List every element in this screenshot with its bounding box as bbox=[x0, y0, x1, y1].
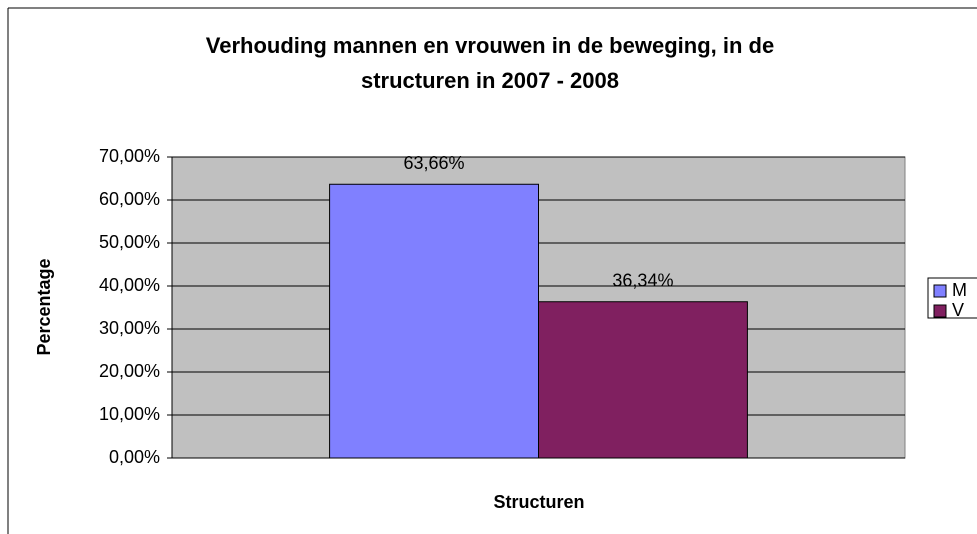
y-tick-label: 30,00% bbox=[99, 318, 160, 338]
bar bbox=[329, 183, 539, 459]
legend-label: M bbox=[952, 280, 967, 300]
legend-swatch bbox=[933, 284, 947, 298]
chart-title: structuren in 2007 - 2008 bbox=[361, 68, 619, 93]
y-tick-label: 70,00% bbox=[99, 146, 160, 166]
y-tick-label: 50,00% bbox=[99, 232, 160, 252]
legend-swatch bbox=[933, 304, 947, 318]
y-axis-label: Percentage bbox=[34, 258, 54, 355]
legend-label: V bbox=[952, 300, 964, 320]
y-tick-label: 60,00% bbox=[99, 189, 160, 209]
chart-title: Verhouding mannen en vrouwen in de beweg… bbox=[206, 33, 774, 58]
data-label: 63,66% bbox=[404, 153, 465, 173]
y-tick-label: 40,00% bbox=[99, 275, 160, 295]
y-tick-label: 0,00% bbox=[109, 447, 160, 467]
x-axis-label: Structuren bbox=[493, 492, 584, 512]
data-label: 36,34% bbox=[612, 270, 673, 290]
bar bbox=[538, 301, 748, 459]
y-tick-label: 10,00% bbox=[99, 404, 160, 424]
y-tick-label: 20,00% bbox=[99, 361, 160, 381]
